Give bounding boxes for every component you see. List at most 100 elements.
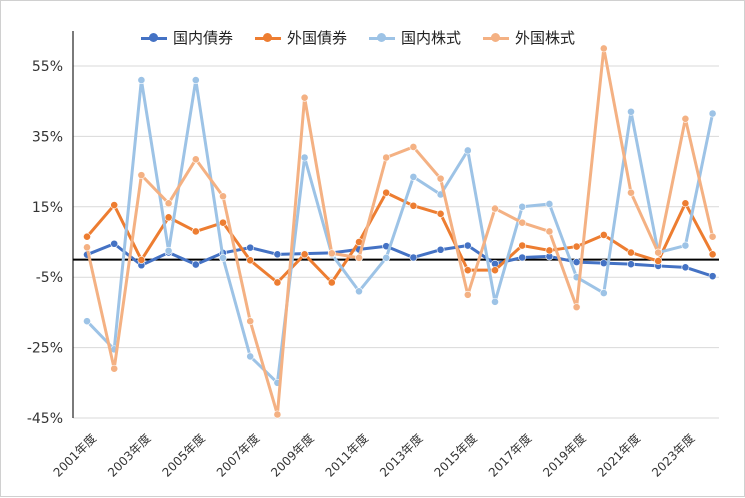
- y-axis-ticks: 55% 35% 15% -5% -25% -45%: [27, 59, 63, 427]
- data-point: [409, 143, 418, 151]
- x-tick-label: 2001年度: [50, 431, 99, 480]
- x-tick-label: 2017年度: [485, 431, 534, 480]
- series-lines: [83, 44, 717, 419]
- data-point: [409, 253, 418, 262]
- data-point: [545, 200, 554, 208]
- legend-item-domestic-bonds: 国内債券: [141, 27, 233, 48]
- data-point: [327, 249, 336, 258]
- data-point: [463, 146, 472, 155]
- legend-label: 国内債券: [173, 29, 234, 47]
- data-point: [545, 227, 554, 236]
- data-point: [681, 114, 690, 123]
- data-point: [300, 93, 309, 102]
- data-point: [355, 287, 363, 296]
- data-point: [681, 263, 690, 272]
- x-axis-ticks: 2001年度 2003年度 2005年度 2007年度 2009年度 2011年度 2013…: [50, 431, 698, 480]
- data-point: [409, 201, 418, 210]
- data-point: [273, 410, 282, 419]
- data-point: [300, 250, 309, 259]
- series-3: [83, 44, 717, 419]
- data-point: [627, 188, 635, 197]
- data-point: [599, 259, 608, 268]
- data-point: [491, 204, 499, 213]
- data-point: [518, 218, 527, 227]
- x-tick-label: 2023年度: [648, 431, 697, 480]
- series-line: [85, 191, 714, 284]
- data-point: [382, 153, 391, 162]
- legend-label: 国内株式: [401, 29, 462, 47]
- x-tick-label: 2009年度: [268, 431, 317, 480]
- data-point: [654, 248, 663, 257]
- data-point: [572, 242, 581, 251]
- y-tick-label: -5%: [36, 270, 63, 286]
- series-1: [83, 188, 717, 287]
- data-point: [518, 241, 527, 250]
- data-point: [491, 266, 499, 275]
- data-point: [110, 239, 119, 248]
- data-point: [246, 243, 255, 252]
- legend-item-foreign-stocks: 外国株式: [483, 27, 575, 48]
- data-point: [164, 199, 173, 208]
- legend-item-foreign-bonds: 外国債券: [255, 27, 347, 48]
- data-point: [708, 250, 717, 259]
- legend-swatch: [141, 32, 167, 44]
- x-tick-label: 2015年度: [431, 431, 480, 480]
- data-point: [518, 253, 527, 262]
- data-point: [83, 317, 91, 326]
- series-line: [85, 78, 715, 385]
- data-point: [246, 256, 255, 265]
- data-point: [627, 248, 635, 257]
- data-point: [110, 201, 119, 209]
- data-point: [382, 253, 391, 262]
- data-point: [219, 218, 227, 227]
- series-line: [85, 46, 715, 416]
- data-point: [599, 44, 608, 53]
- data-point: [83, 243, 91, 252]
- data-point: [137, 76, 146, 84]
- data-point: [463, 241, 472, 250]
- data-point: [409, 172, 418, 181]
- data-point: [572, 258, 581, 266]
- data-point: [545, 246, 554, 255]
- data-point: [708, 272, 717, 281]
- data-point: [219, 253, 227, 262]
- x-tick-label: 2003年度: [104, 431, 153, 480]
- data-point: [491, 297, 499, 306]
- x-tick-label: 2021年度: [594, 431, 643, 480]
- data-point: [83, 232, 91, 241]
- data-point: [191, 76, 200, 84]
- data-point: [436, 174, 445, 183]
- series-2: [83, 76, 717, 387]
- legend-swatch: [255, 32, 282, 44]
- y-tick-label: 15%: [32, 200, 63, 216]
- data-point: [191, 260, 200, 269]
- gridlines: [73, 65, 719, 419]
- data-point: [137, 171, 146, 180]
- y-tick-label: -25%: [27, 341, 63, 357]
- data-point: [219, 192, 227, 201]
- data-point: [436, 245, 445, 254]
- y-tick-label: -45%: [27, 411, 63, 427]
- x-tick-label: 2013年度: [376, 431, 425, 480]
- data-point: [327, 278, 336, 287]
- data-point: [273, 250, 282, 259]
- data-point: [463, 290, 472, 299]
- data-point: [627, 260, 635, 269]
- data-point: [627, 107, 635, 116]
- data-point: [191, 155, 200, 164]
- data-point: [572, 303, 581, 312]
- data-point: [708, 109, 717, 118]
- data-point: [355, 253, 363, 262]
- data-point: [246, 317, 255, 326]
- data-point: [164, 213, 173, 222]
- data-point: [681, 241, 690, 250]
- data-point: [708, 232, 717, 241]
- legend-item-domestic-stocks: 国内株式: [369, 27, 461, 48]
- legend-label: 外国債券: [287, 29, 348, 47]
- x-tick-label: 2007年度: [213, 431, 262, 480]
- data-point: [110, 364, 119, 373]
- legend: 国内債券 外国債券 国内株式 外国株式: [141, 27, 575, 48]
- data-point: [191, 227, 200, 236]
